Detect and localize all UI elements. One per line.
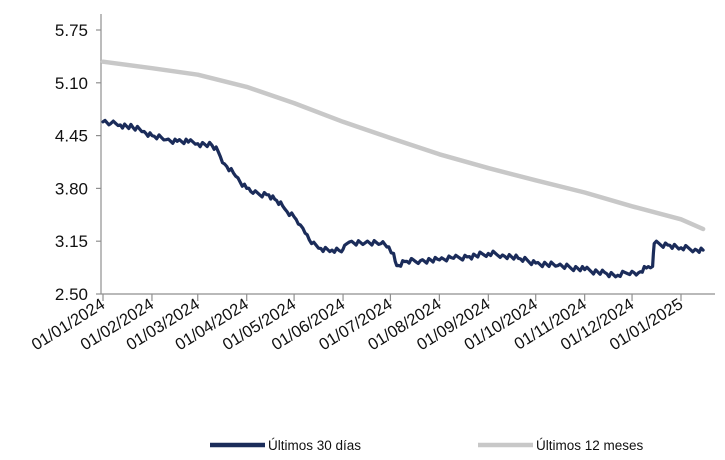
y-tick-label: 3.80 xyxy=(55,179,88,198)
legend-label: Últimos 12 meses xyxy=(536,438,644,453)
x-axis: 01/01/202401/02/202401/03/202401/04/2024… xyxy=(29,293,715,354)
y-tick-label: 2.50 xyxy=(55,285,88,304)
legend: Últimos 30 días Últimos 12 meses xyxy=(210,438,644,453)
series-1 xyxy=(100,59,706,232)
y-axis: 2.50 3.15 3.80 4.45 5.10 5.75 xyxy=(55,14,102,304)
y-tick-label: 5.10 xyxy=(55,74,88,93)
y-tick-label: 3.15 xyxy=(55,232,88,251)
y-tick-label: 5.75 xyxy=(55,21,88,40)
series-0 xyxy=(101,118,705,279)
legend-label: Últimos 30 días xyxy=(268,438,361,453)
series-line xyxy=(100,59,706,232)
series-line xyxy=(101,118,705,279)
series-layer xyxy=(100,59,706,279)
y-tick-label: 4.45 xyxy=(55,127,88,146)
